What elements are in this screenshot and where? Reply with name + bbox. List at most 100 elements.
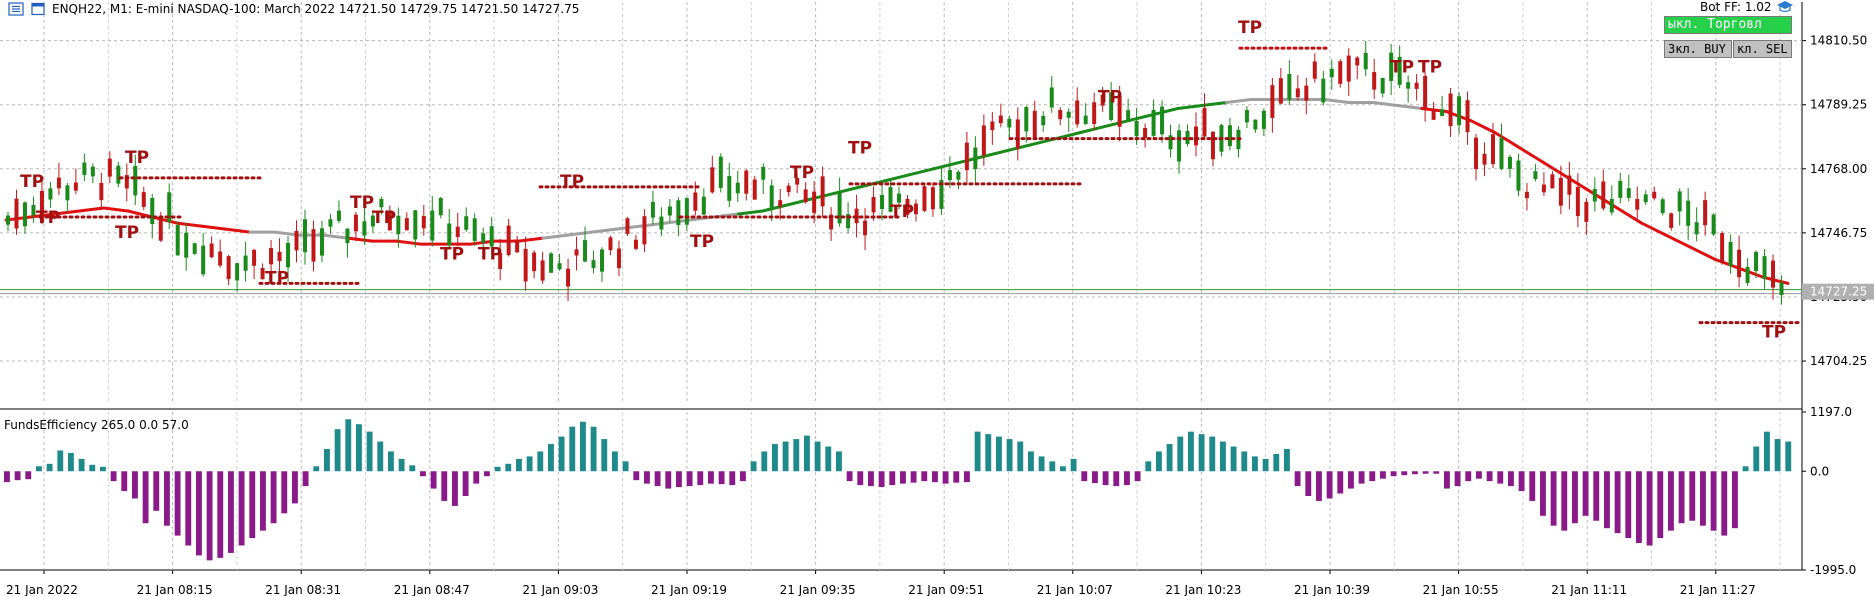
candle-body xyxy=(175,225,180,256)
candle-body xyxy=(1754,251,1759,272)
histogram-bar xyxy=(121,471,128,492)
candle-body xyxy=(642,216,647,245)
histogram-bar xyxy=(612,451,618,472)
histogram-bar xyxy=(89,464,96,472)
candle-body xyxy=(1041,115,1046,126)
candle-body xyxy=(260,268,265,280)
histogram-bar xyxy=(452,471,458,506)
candle-body xyxy=(1677,191,1682,212)
candle-body xyxy=(1771,260,1776,288)
candle-body xyxy=(498,252,503,269)
candle-body xyxy=(99,182,104,201)
histogram-bar xyxy=(921,471,928,482)
histogram-bar xyxy=(1262,458,1269,472)
histogram-bar xyxy=(1305,471,1312,496)
histogram-bar xyxy=(153,471,160,511)
tp-marker: TP xyxy=(20,172,44,192)
bot-status: Bot FF: 1.02 xyxy=(1700,0,1794,14)
chart-list-icon[interactable] xyxy=(8,2,24,16)
histogram-bar xyxy=(953,471,960,483)
time-tick-label: 21 Jan 09:35 xyxy=(780,583,856,596)
candle-body xyxy=(540,260,545,281)
candle-body xyxy=(277,251,282,262)
candle-body xyxy=(73,182,78,191)
candle-body xyxy=(897,193,901,203)
histogram-bar xyxy=(1529,471,1536,501)
ma-segment xyxy=(541,233,569,240)
time-tick-label: 21 Jan 08:31 xyxy=(265,583,341,596)
histogram-bar xyxy=(420,471,426,477)
ma-segment xyxy=(932,161,960,171)
histogram-bar xyxy=(57,450,64,472)
candle-body xyxy=(1660,199,1665,214)
ma-segment xyxy=(1493,131,1521,150)
candle-body xyxy=(990,121,995,131)
time-tick-label: 21 Jan 10:23 xyxy=(1165,583,1241,596)
histogram-bar xyxy=(494,466,501,472)
candle-body xyxy=(532,252,537,272)
histogram-bar xyxy=(46,463,53,472)
histogram-bar xyxy=(441,471,448,501)
candle-body xyxy=(710,167,715,193)
histogram-bar xyxy=(366,431,373,472)
histogram-bar xyxy=(228,471,234,553)
candle-body xyxy=(455,226,460,237)
candle-body xyxy=(1516,160,1521,191)
time-tick-label: 21 Jan 09:51 xyxy=(908,583,984,596)
window-icon[interactable] xyxy=(30,2,46,16)
candle-body xyxy=(252,249,257,266)
histogram-bar xyxy=(1038,456,1045,472)
histogram-bar xyxy=(1337,471,1344,494)
candle-body xyxy=(1558,177,1563,206)
ma-segment xyxy=(1615,206,1644,225)
histogram-bar xyxy=(473,471,480,484)
ma-segment xyxy=(517,236,545,243)
histogram-bar xyxy=(526,456,533,472)
trade-toggle-button[interactable]: ыкл. Торговл xyxy=(1664,16,1792,34)
candle-body xyxy=(396,215,401,235)
histogram-bar xyxy=(206,471,213,561)
histogram-bar xyxy=(622,461,629,472)
close-buy-button[interactable]: Зкл. BUY xyxy=(1664,40,1732,58)
candle-body xyxy=(650,201,655,218)
candle-body xyxy=(1762,256,1767,279)
histogram-bar xyxy=(804,435,810,472)
histogram-bar xyxy=(462,471,469,496)
candle-body xyxy=(1270,85,1275,118)
candle-body xyxy=(608,237,613,251)
ma-segment xyxy=(346,236,374,243)
histogram-bar xyxy=(1700,471,1706,526)
histogram-bar xyxy=(1358,471,1365,484)
candle-body xyxy=(1177,130,1182,162)
ma-segment xyxy=(1322,97,1351,104)
candle-body xyxy=(430,210,435,241)
histogram-bar xyxy=(1060,466,1066,472)
ma-segment xyxy=(1469,119,1497,135)
ma-segment xyxy=(1713,257,1741,270)
tp-marker: TP xyxy=(890,202,914,222)
histogram-bar xyxy=(1486,471,1493,482)
candle-body xyxy=(947,170,952,181)
histogram-bar xyxy=(36,466,42,472)
candle-body xyxy=(1779,282,1784,295)
histogram-bar xyxy=(1326,471,1333,499)
candle-body xyxy=(90,166,95,177)
candle-body xyxy=(1295,88,1300,98)
histogram-bar xyxy=(1198,434,1205,472)
ma-segment xyxy=(321,233,350,240)
candle-body xyxy=(956,171,961,180)
candle-body xyxy=(1363,52,1368,70)
candle-body xyxy=(1406,82,1411,89)
candle-body xyxy=(1185,130,1190,144)
histogram-bar xyxy=(569,426,576,472)
candle-body xyxy=(1499,138,1504,170)
candle-body xyxy=(1355,57,1360,66)
candle-body xyxy=(413,210,418,240)
histogram-bar xyxy=(537,451,544,472)
close-sell-button[interactable]: кл. SEL xyxy=(1733,40,1792,58)
ma-segment xyxy=(1688,245,1717,261)
histogram-bar xyxy=(185,471,192,546)
candle-body xyxy=(1457,96,1462,126)
candle-body xyxy=(387,210,392,231)
